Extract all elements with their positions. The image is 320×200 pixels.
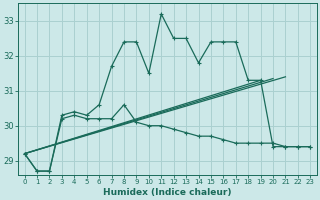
X-axis label: Humidex (Indice chaleur): Humidex (Indice chaleur) xyxy=(103,188,232,197)
